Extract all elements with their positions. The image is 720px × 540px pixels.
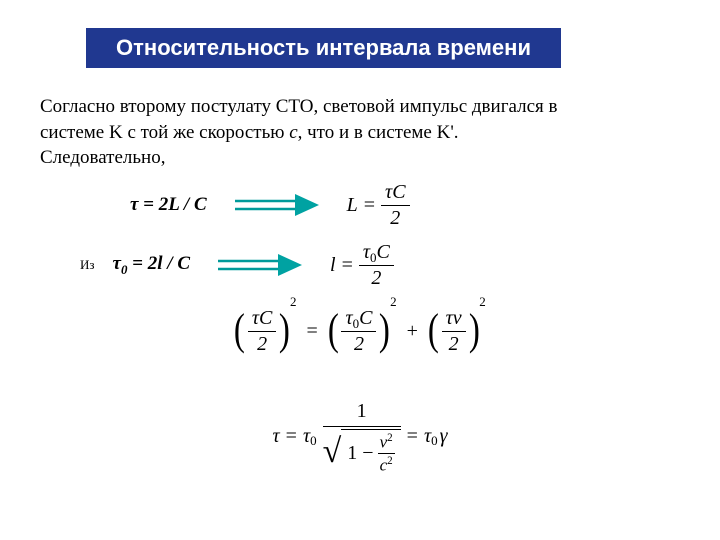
slide-title: Относительность интервала времени: [86, 28, 561, 68]
row2-rhs-l: l: [330, 254, 336, 277]
arrow-icon: [233, 192, 321, 218]
row2-fraction: τ0C 2: [359, 242, 394, 289]
equals-sign: =: [342, 254, 353, 277]
arrow-2: [216, 252, 304, 278]
arrow-1: [233, 192, 321, 218]
row1-rhs: L = τC 2: [347, 182, 410, 229]
equals-sign: =: [364, 194, 375, 217]
gamma-sym: γ: [440, 425, 448, 448]
speed-c-symbol: с: [289, 122, 297, 143]
lorentz-fraction: 1 √ 1 − v2 c2: [323, 400, 401, 473]
row1-lhs: τ = 2L / C: [130, 194, 207, 216]
one-minus: 1 −: [347, 442, 373, 465]
para-part-3: Следовательно,: [40, 147, 165, 168]
para-part-2a: системе K с той же скоростью: [40, 122, 289, 143]
row1-frac-den: 2: [386, 208, 404, 229]
tau-sym: τ: [273, 425, 280, 448]
arrow-icon: [216, 252, 304, 278]
intro-paragraph: Согласно второму постулату СТО, световой…: [40, 94, 680, 171]
row1-fraction: τC 2: [381, 182, 410, 229]
derivation-row-2: Из τ0 = 2l / C l = τ0C 2: [80, 240, 394, 290]
term-2: ( τ0C 2 ) 2: [326, 308, 399, 355]
row2-lhs: τ0 = 2l / C: [113, 253, 190, 278]
derivation-row-1: τ = 2L / C L = τC 2: [130, 180, 410, 230]
row1-frac-num: τC: [381, 182, 410, 203]
row2-frac-den: 2: [367, 268, 385, 289]
row2-frac-num: τ0C: [359, 242, 394, 263]
term-3: ( τν 2 ) 2: [426, 308, 488, 355]
term-1: ( τC 2 ) 2: [232, 308, 298, 355]
slide-title-text: Относительность интервала времени: [116, 35, 531, 61]
para-part-1: Согласно второму постулату СТО, световой…: [40, 96, 557, 117]
time-dilation-equation: τ = τ0 1 √ 1 − v2 c2 = τ0γ: [0, 400, 720, 473]
pythagoras-equation: ( τC 2 ) 2 = ( τ0C 2 ) 2: [0, 308, 720, 355]
row2-prefix: Из: [80, 257, 95, 273]
row1-rhs-L: L: [347, 194, 358, 217]
para-part-2b: , что и в системе K'.: [298, 122, 459, 143]
v2-over-c2: v2 c2: [378, 433, 395, 473]
row2-rhs: l = τ0C 2: [330, 242, 394, 289]
